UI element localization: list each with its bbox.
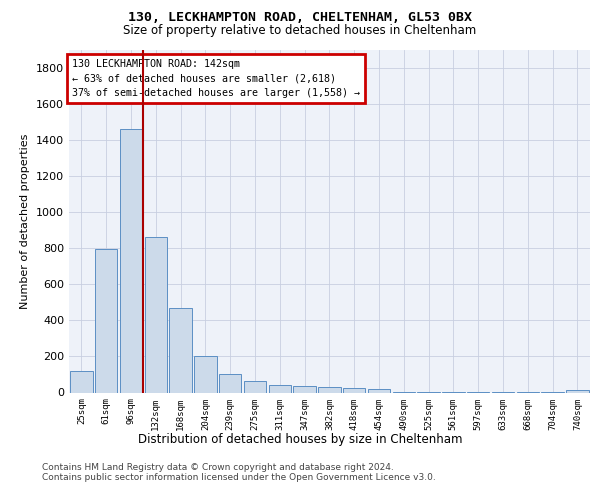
Bar [566,390,589,392]
Y-axis label: Number of detached properties: Number of detached properties [20,134,31,309]
Text: Contains HM Land Registry data © Crown copyright and database right 2024.: Contains HM Land Registry data © Crown c… [42,462,394,471]
Bar [368,389,390,392]
Bar [70,371,92,392]
Bar [169,308,192,392]
Text: 130 LECKHAMPTON ROAD: 142sqm
← 63% of detached houses are smaller (2,618)
37% of: 130 LECKHAMPTON ROAD: 142sqm ← 63% of de… [71,58,359,98]
Bar [120,130,142,392]
Bar [269,386,291,392]
Text: Distribution of detached houses by size in Cheltenham: Distribution of detached houses by size … [138,432,462,446]
Bar [194,356,217,392]
Bar [318,387,341,392]
Text: Size of property relative to detached houses in Cheltenham: Size of property relative to detached ho… [124,24,476,37]
Text: 130, LECKHAMPTON ROAD, CHELTENHAM, GL53 0BX: 130, LECKHAMPTON ROAD, CHELTENHAM, GL53 … [128,11,472,24]
Text: Contains public sector information licensed under the Open Government Licence v3: Contains public sector information licen… [42,474,436,482]
Bar [244,381,266,392]
Bar [95,249,118,392]
Bar [145,236,167,392]
Bar [293,386,316,392]
Bar [343,388,365,392]
Bar [219,374,241,392]
